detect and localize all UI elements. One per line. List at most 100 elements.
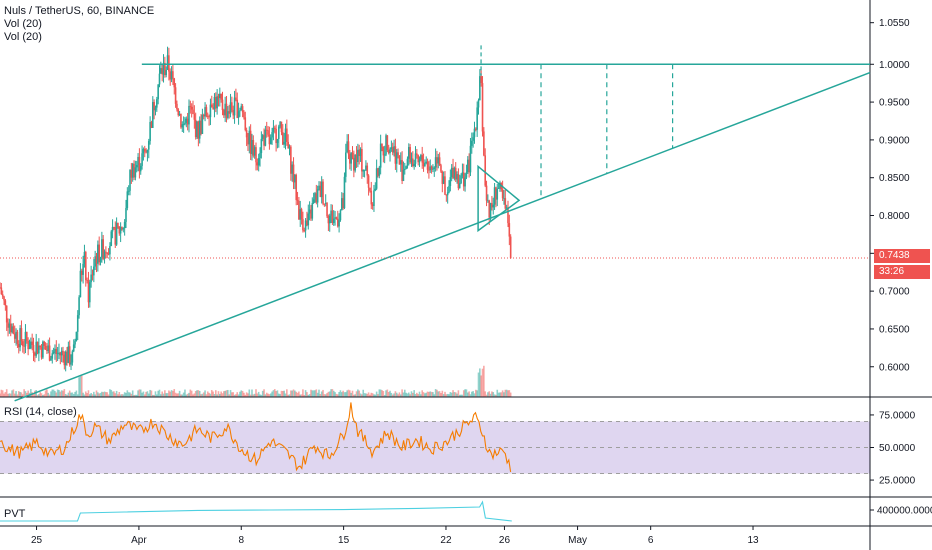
ascending-trendline[interactable] xyxy=(14,71,871,402)
candle-body xyxy=(50,358,52,361)
volume-bar xyxy=(249,394,252,397)
candle-body xyxy=(456,174,458,180)
candle-body xyxy=(21,341,24,346)
candle-body xyxy=(429,166,432,171)
volume-bar xyxy=(82,392,84,397)
candle-body xyxy=(67,346,70,363)
volume-bar xyxy=(150,390,153,397)
triangle-pattern[interactable] xyxy=(477,164,521,233)
candle-body xyxy=(399,160,402,165)
volume-bar xyxy=(263,389,265,397)
candle-body xyxy=(408,147,410,159)
volume-bar xyxy=(454,392,457,397)
candle-body xyxy=(123,221,126,229)
candle-body xyxy=(269,137,272,145)
candle-body xyxy=(363,169,366,171)
candle-body xyxy=(251,140,253,154)
volume-bar xyxy=(135,394,138,397)
candle-body xyxy=(381,143,383,147)
volume-bar xyxy=(438,391,441,397)
candle-body xyxy=(26,331,28,341)
rsi-pane[interactable] xyxy=(0,402,870,475)
candle-body xyxy=(161,68,163,75)
symbol-legend[interactable]: Nuls / TetherUS, 60, BINANCE Vol (20) Vo… xyxy=(4,5,154,44)
volume-bar xyxy=(319,393,322,397)
price-tick-label: 1.0000 xyxy=(879,60,910,71)
candle-body xyxy=(328,215,331,224)
volume-bar xyxy=(251,389,253,397)
volume-bar xyxy=(437,391,440,397)
candle-body xyxy=(27,340,29,349)
volume-bar xyxy=(290,390,292,397)
volume-bar xyxy=(503,392,505,397)
candle-body xyxy=(350,152,352,164)
drawings[interactable] xyxy=(0,45,871,402)
candle-body xyxy=(68,346,71,365)
candle-body xyxy=(212,106,214,109)
candle-body xyxy=(263,135,265,146)
volume-bar xyxy=(158,389,161,397)
candle-body xyxy=(235,97,237,100)
candle-body xyxy=(282,132,284,145)
volume-bar xyxy=(60,390,63,397)
volume-bar xyxy=(83,394,86,397)
volume-bar xyxy=(26,392,28,397)
volume-bar xyxy=(489,393,492,397)
volume-bar xyxy=(106,392,109,397)
volume-bar xyxy=(323,394,326,397)
volume-bar xyxy=(75,390,78,397)
candle-body xyxy=(7,322,9,328)
volume-bar xyxy=(178,390,181,397)
volume-bar xyxy=(452,390,454,397)
candle-body xyxy=(98,244,100,263)
volume-bar xyxy=(16,394,19,397)
volume-bar xyxy=(13,393,16,397)
pvt-pane[interactable] xyxy=(0,500,512,522)
candle-body xyxy=(165,69,168,76)
volume-bar xyxy=(324,394,327,397)
volume-bar xyxy=(373,394,375,397)
volume-bar xyxy=(131,390,134,397)
volume-bar xyxy=(109,389,111,397)
volume-bar xyxy=(272,390,275,397)
volume-bar xyxy=(253,393,256,397)
volume-bar xyxy=(168,390,170,397)
candle-body xyxy=(154,107,157,111)
volume-bar xyxy=(300,394,303,397)
candle-body xyxy=(11,326,13,333)
candle-body xyxy=(481,83,484,132)
volume-bar xyxy=(256,393,259,397)
volume-bar xyxy=(8,393,11,397)
candle-body xyxy=(239,110,241,112)
price-pane[interactable] xyxy=(0,46,512,372)
candle-body xyxy=(62,350,64,355)
pvt-tick-label: 400000.0000 xyxy=(877,506,932,517)
candle-body xyxy=(170,71,173,80)
candle-body xyxy=(252,140,255,156)
volume-bar xyxy=(386,389,389,397)
volume-bar xyxy=(66,394,68,397)
candle-body xyxy=(76,315,79,332)
volume-bar xyxy=(294,390,296,397)
candle-body xyxy=(168,55,170,72)
volume-bar xyxy=(36,394,39,397)
volume-bar xyxy=(326,393,328,397)
candle-body xyxy=(202,114,205,117)
candle-body xyxy=(324,203,327,204)
candle-body xyxy=(240,106,243,111)
volume-bar xyxy=(382,391,385,397)
candle-body xyxy=(219,93,221,99)
volume-bar xyxy=(107,394,110,397)
volume-bar xyxy=(231,392,233,397)
volume-bar xyxy=(357,389,359,397)
volume-bar xyxy=(139,389,142,397)
candle-body xyxy=(137,156,139,165)
candle-body xyxy=(338,220,340,227)
candle-body xyxy=(461,172,464,176)
volume-bar xyxy=(147,393,150,397)
candle-body xyxy=(367,175,370,188)
candle-body xyxy=(122,228,125,230)
candle-body xyxy=(20,328,23,342)
